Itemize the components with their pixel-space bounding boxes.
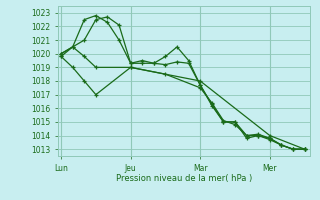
X-axis label: Pression niveau de la mer( hPa ): Pression niveau de la mer( hPa )	[116, 174, 252, 183]
